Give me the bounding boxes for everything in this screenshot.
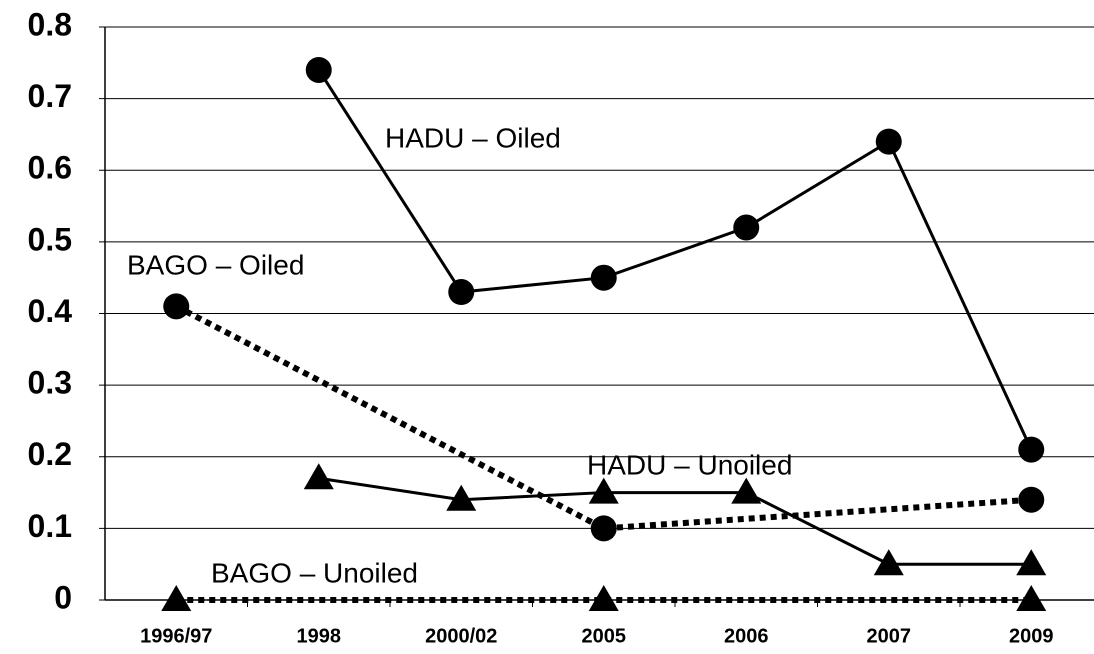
- point: [590, 264, 617, 291]
- y-tick-label: 0.3: [28, 365, 72, 401]
- y-tick-label: 0.8: [28, 6, 72, 42]
- y-tick-label: 0: [54, 579, 72, 615]
- point: [305, 56, 332, 83]
- point: [1018, 436, 1045, 463]
- point: [588, 477, 619, 504]
- series-label: HADU – Unoiled: [587, 449, 792, 480]
- point: [303, 463, 334, 490]
- x-tick-label: 2006: [724, 625, 769, 647]
- point: [731, 477, 762, 504]
- x-tick-label: 2007: [867, 625, 912, 647]
- series-label: BAGO – Unoiled: [211, 557, 418, 588]
- point: [875, 128, 902, 155]
- x-tick-label: 2009: [1009, 625, 1054, 647]
- point: [1016, 549, 1047, 576]
- point: [590, 515, 617, 542]
- y-tick-label: 0.6: [28, 150, 72, 186]
- point: [163, 293, 190, 320]
- x-tick-label: 2000/02: [425, 625, 497, 647]
- y-tick-label: 0.2: [28, 436, 72, 472]
- point: [588, 585, 619, 611]
- x-tick-label: 1998: [297, 625, 342, 647]
- y-tick-label: 0.1: [28, 508, 72, 544]
- x-tick-label: 1996/97: [140, 625, 212, 647]
- point: [448, 279, 475, 306]
- x-tick-label: 2005: [582, 625, 627, 647]
- y-tick-label: 0.4: [28, 293, 73, 329]
- point: [1016, 585, 1047, 611]
- point: [446, 484, 477, 511]
- y-tick-label: 0.7: [28, 78, 72, 114]
- series-line: [317, 69, 1033, 451]
- series-label: HADU – Oiled: [385, 122, 561, 153]
- point: [733, 214, 760, 241]
- point: [161, 585, 192, 611]
- point: [1018, 486, 1045, 513]
- y-tick-label: 0.5: [28, 221, 72, 257]
- series-line: [318, 476, 1032, 566]
- series-label: BAGO – Oiled: [127, 249, 304, 280]
- point: [873, 549, 904, 576]
